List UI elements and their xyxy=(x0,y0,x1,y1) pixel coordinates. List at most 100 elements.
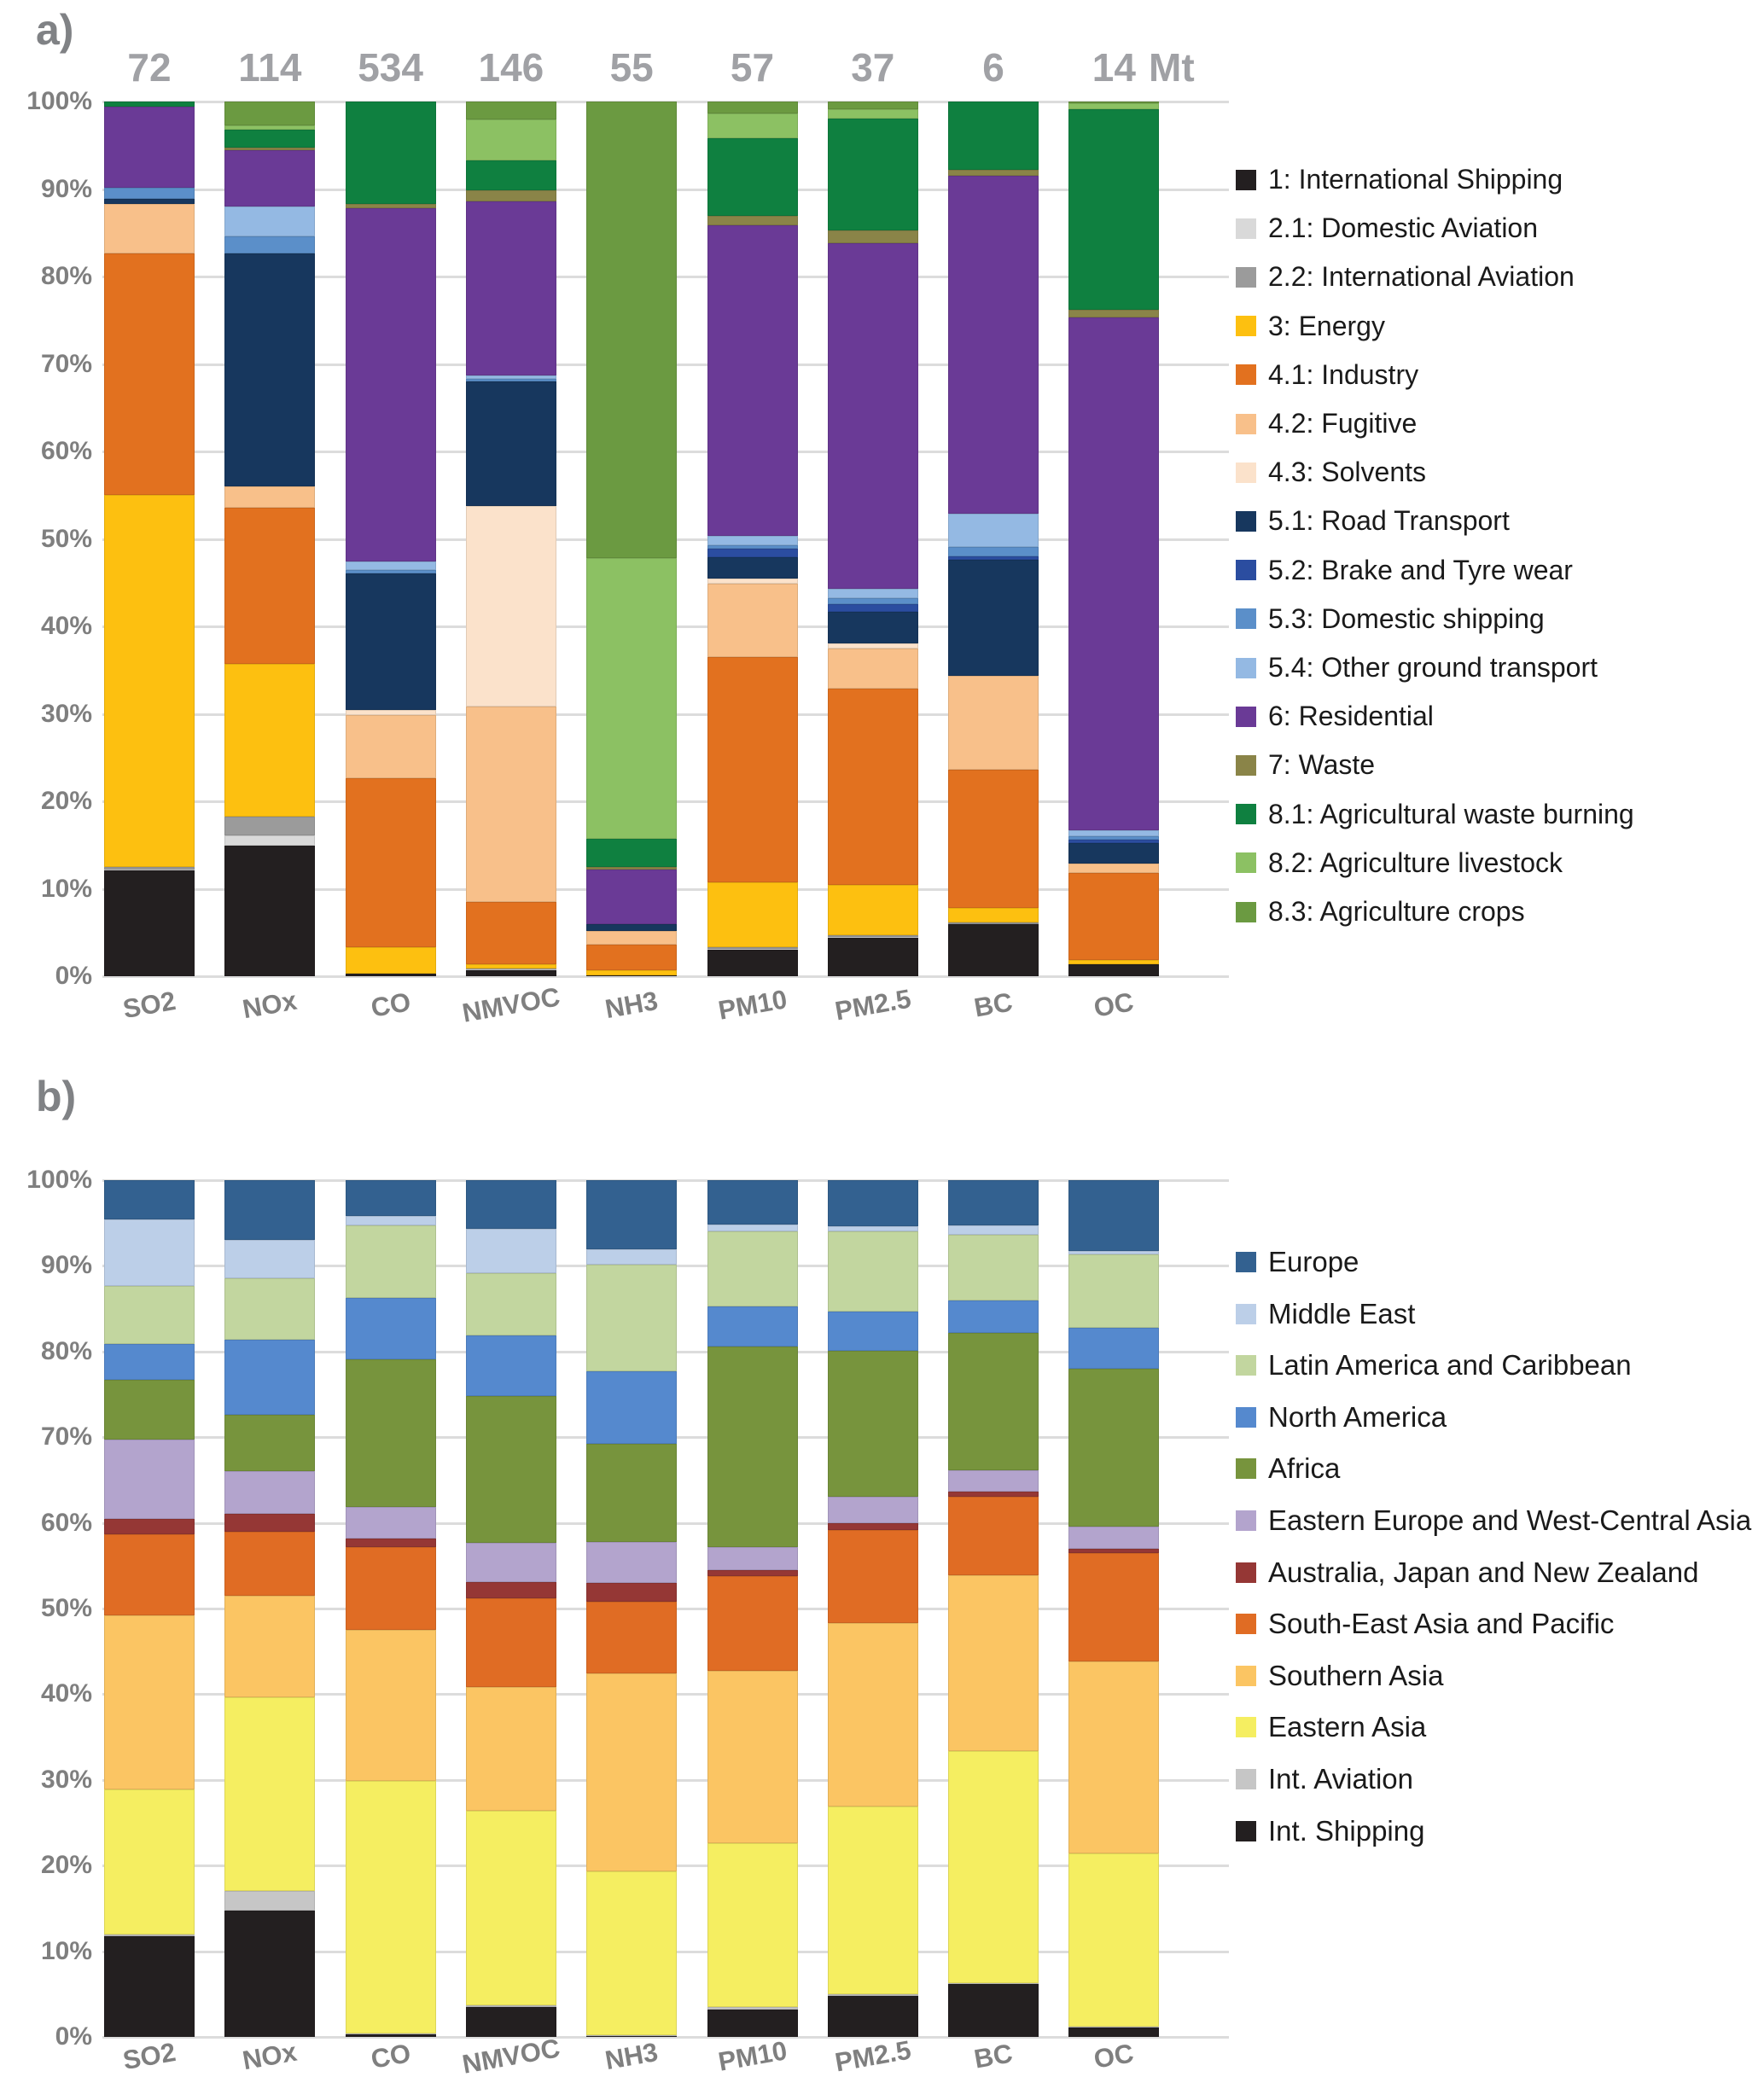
segment-nmvoc-5-4-other-ground-transport xyxy=(465,375,556,379)
segment-oc-europe xyxy=(1068,1180,1160,1252)
y-tick-70%: 70% xyxy=(40,349,92,378)
legend-swatch-south-east-asia-and-pacific xyxy=(1236,1614,1256,1635)
bar-so2 xyxy=(104,1180,195,2037)
bar-nmvoc xyxy=(465,102,556,976)
segment-co-southern-asia xyxy=(345,1630,436,1781)
segment-nox-5-1-road-transport xyxy=(224,253,316,487)
segment-bc-5-4-other-ground-transport xyxy=(948,513,1039,547)
segment-pm10-4-1-industry xyxy=(707,656,798,883)
segment-pm2-5-7-waste xyxy=(827,230,918,244)
segment-nox-latin-america-and-caribbean xyxy=(224,1277,316,1340)
segment-nox-6-residential xyxy=(224,150,316,207)
segment-nox-south-east-asia-and-pacific xyxy=(224,1531,316,1596)
segment-so2-2-2-international-aviation xyxy=(104,866,195,870)
segment-pm2-5-1-international-shipping xyxy=(827,937,918,976)
total-nmvoc: 146 xyxy=(478,45,544,90)
y-tick-0%: 0% xyxy=(55,2022,92,2051)
segment-nox-3-energy xyxy=(224,664,316,817)
legend-item-4-3-solvents: 4.3: Solvents xyxy=(1236,457,1426,488)
segment-nox-europe xyxy=(224,1180,316,1241)
x-label-nh3: NH3 xyxy=(603,2036,661,2076)
segment-pm2-5-5-2-brake-and-tyre-wear xyxy=(827,604,918,612)
legend-label-australia-japan-and-new-zealand: Australia, Japan and New Zealand xyxy=(1268,1556,1699,1588)
legend-item-3-energy: 3: Energy xyxy=(1236,311,1385,342)
segment-oc-5-4-other-ground-transport xyxy=(1068,829,1160,837)
legend-swatch-5-2-brake-and-tyre-wear xyxy=(1236,560,1256,581)
panel-b-label: b) xyxy=(36,1073,77,1120)
segment-pm2-5-4-2-fugitive xyxy=(827,648,918,689)
segment-pm10-int-aviation xyxy=(707,2006,798,2010)
y-tick-20%: 20% xyxy=(40,1851,92,1880)
bar-pm10 xyxy=(707,1180,798,2037)
legend-item-africa: Africa xyxy=(1236,1452,1340,1485)
segment-nmvoc-8-1-agricultural-waste-burning xyxy=(465,160,556,190)
segment-pm2-5-3-energy xyxy=(827,885,918,935)
legend-swatch-africa xyxy=(1236,1458,1256,1480)
segment-nh3-1-international-shipping xyxy=(586,975,678,976)
segment-oc-north-america xyxy=(1068,1327,1160,1369)
segment-nox-2-2-international-aviation xyxy=(224,817,316,835)
segment-nmvoc-int-aviation xyxy=(465,2004,556,2007)
segment-bc-1-international-shipping xyxy=(948,923,1039,976)
legend-item-europe: Europe xyxy=(1236,1246,1359,1278)
bar-nox xyxy=(224,102,316,976)
legend-item-4-2-fugitive: 4.2: Fugitive xyxy=(1236,408,1417,439)
segment-nox-north-america xyxy=(224,1339,316,1416)
segment-bc-africa xyxy=(948,1332,1039,1471)
segment-nmvoc-4-3-solvents xyxy=(465,505,556,707)
legend-item-int-aviation: Int. Aviation xyxy=(1236,1763,1413,1795)
legend-label-8-2-agriculture-livestock: 8.2: Agriculture livestock xyxy=(1268,847,1563,878)
segment-oc-latin-america-and-caribbean xyxy=(1068,1254,1160,1328)
legend-item-5-4-other-ground-transport: 5.4: Other ground transport xyxy=(1236,652,1598,684)
segment-bc-latin-america-and-caribbean xyxy=(948,1235,1039,1300)
legend-label-int-shipping: Int. Shipping xyxy=(1268,1814,1425,1847)
segment-pm10-north-america xyxy=(707,1306,798,1347)
legend-item-south-east-asia-and-pacific: South-East Asia and Pacific xyxy=(1236,1608,1614,1640)
gridline-0% xyxy=(102,2036,1229,2039)
segment-nox-eastern-asia xyxy=(224,1697,316,1892)
legend-swatch-3-energy xyxy=(1236,316,1256,337)
gridline-0% xyxy=(102,975,1229,978)
bar-nh3 xyxy=(586,102,678,976)
bar-co xyxy=(345,1180,436,2037)
segment-bc-north-america xyxy=(948,1300,1039,1333)
segment-pm10-4-3-solvents xyxy=(707,578,798,584)
segment-co-7-waste xyxy=(345,203,436,209)
legend-label-5-1-road-transport: 5.1: Road Transport xyxy=(1268,505,1510,537)
legend-item-6-residential: 6: Residential xyxy=(1236,701,1434,732)
unit-label: Mt xyxy=(1149,45,1195,90)
segment-oc-5-3-domestic-shipping xyxy=(1068,836,1160,841)
segment-nmvoc-6-residential xyxy=(465,201,556,375)
segment-pm10-8-2-agriculture-livestock xyxy=(707,113,798,139)
bar-bc xyxy=(948,1180,1039,2037)
segment-nox-4-1-industry xyxy=(224,507,316,665)
x-label-co: CO xyxy=(368,986,413,1023)
segment-nmvoc-8-2-agriculture-livestock xyxy=(465,119,556,160)
segment-nh3-8-1-agricultural-waste-burning xyxy=(586,839,678,867)
legend-label-8-3-agriculture-crops: 8.3: Agriculture crops xyxy=(1268,896,1525,927)
segment-co-africa xyxy=(345,1358,436,1507)
x-label-so2: SO2 xyxy=(120,2036,178,2076)
segment-nox-8-1-agricultural-waste-burning xyxy=(224,129,316,148)
segment-nh3-3-energy xyxy=(586,969,678,975)
segment-oc-4-2-fugitive xyxy=(1068,863,1160,874)
segment-nmvoc-8-3-agriculture-crops xyxy=(465,102,556,119)
bar-bc xyxy=(948,102,1039,976)
segment-bc-southern-asia xyxy=(948,1574,1039,1751)
segment-bc-3-energy xyxy=(948,908,1039,923)
y-tick-50%: 50% xyxy=(40,1594,92,1622)
segment-co-5-1-road-transport xyxy=(345,573,436,711)
segment-so2-int-aviation xyxy=(104,1934,195,1936)
x-label-pm10: PM10 xyxy=(715,984,789,1026)
segment-pm2-5-eastern-europe-and-west-central-asia xyxy=(827,1496,918,1523)
segment-oc-6-residential xyxy=(1068,317,1160,830)
legend-swatch-4-1-industry xyxy=(1236,364,1256,386)
bar-oc xyxy=(1068,1180,1160,2037)
segment-pm2-5-eastern-asia xyxy=(827,1806,918,1994)
segment-nmvoc-5-3-domestic-shipping xyxy=(465,378,556,382)
segment-pm2-5-4-3-solvents xyxy=(827,643,918,649)
segment-co-4-2-fugitive xyxy=(345,714,436,779)
segment-nox-middle-east xyxy=(224,1240,316,1278)
bar-nox xyxy=(224,1180,316,2037)
